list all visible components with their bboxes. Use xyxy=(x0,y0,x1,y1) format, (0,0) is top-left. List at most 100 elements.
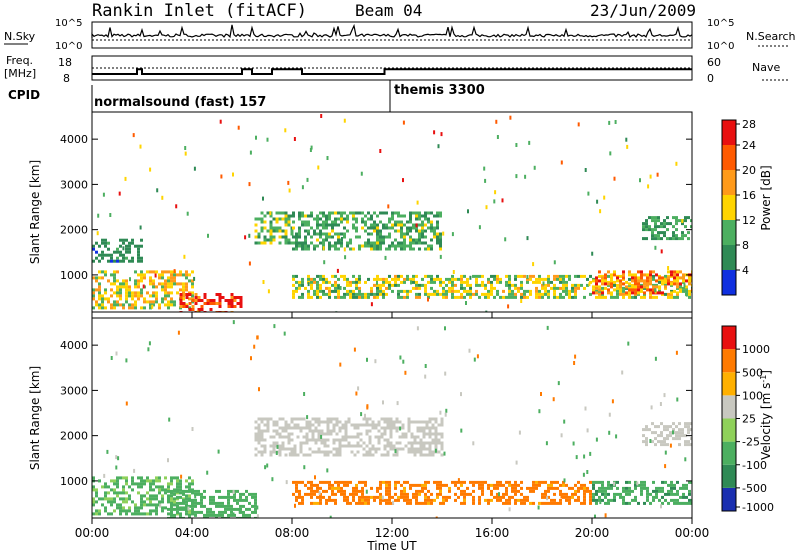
heatmap-cell xyxy=(275,220,279,224)
heatmap-scatter-point xyxy=(310,145,313,150)
heatmap-cell xyxy=(463,289,466,293)
heatmap-cell xyxy=(257,450,261,454)
heatmap-cell xyxy=(472,480,475,484)
heatmap-cell xyxy=(221,513,224,517)
heatmap-cell xyxy=(382,238,385,242)
heatmap-cell xyxy=(358,480,361,484)
heatmap-cell xyxy=(547,280,550,284)
heatmap-cell xyxy=(191,285,194,289)
heatmap-cell xyxy=(227,489,230,493)
heatmap-cell xyxy=(92,512,95,516)
heatmap-cell xyxy=(182,273,185,277)
heatmap-cell xyxy=(314,450,318,454)
heatmap-cell xyxy=(397,214,400,218)
heatmap-scatter-point xyxy=(232,490,235,495)
heatmap-cell xyxy=(637,285,640,289)
heatmap-cell xyxy=(448,486,451,490)
heatmap-cell xyxy=(661,279,664,283)
heatmap-cell xyxy=(514,283,517,287)
heatmap-cell xyxy=(574,274,577,278)
heatmap-cell xyxy=(484,498,487,502)
heatmap-cell xyxy=(487,289,490,293)
heatmap-cell xyxy=(631,285,634,289)
heatmap-cell xyxy=(254,504,257,508)
heatmap-cell xyxy=(392,453,396,457)
heatmap-cell xyxy=(310,501,313,505)
heatmap-cell xyxy=(185,293,189,296)
heatmap-cell xyxy=(422,420,426,424)
heatmap-cell xyxy=(517,489,520,493)
heatmap-cell xyxy=(110,512,113,516)
heatmap-cell xyxy=(320,441,324,445)
heatmap-cell xyxy=(687,431,690,435)
ytick-label: 2000 xyxy=(60,430,88,443)
heatmap-cell xyxy=(511,495,514,499)
heatmap-cell xyxy=(302,441,306,445)
heatmap-cell xyxy=(419,447,423,451)
heatmap-cell xyxy=(660,237,663,241)
heatmap-cell xyxy=(403,280,406,284)
heatmap-cell xyxy=(346,480,349,484)
heatmap-cell xyxy=(661,495,664,499)
heatmap-cell xyxy=(451,292,454,296)
heatmap-cell xyxy=(544,286,547,290)
heatmap-cell xyxy=(565,495,568,499)
heatmap-cell xyxy=(388,501,391,505)
heatmap-cell xyxy=(272,229,276,233)
heatmap-cell xyxy=(340,480,343,484)
heatmap-cell xyxy=(373,498,376,502)
heatmap-cell xyxy=(152,303,155,307)
heatmap-cell xyxy=(643,501,646,505)
heatmap-cell xyxy=(233,507,236,511)
heatmap-cell xyxy=(439,244,442,248)
heatmap-cell xyxy=(298,286,301,290)
heatmap-scatter-point xyxy=(365,489,368,494)
heatmap-cell xyxy=(352,223,355,227)
heatmap-cell xyxy=(475,289,478,293)
heatmap-cell xyxy=(610,276,613,280)
heatmap-cell xyxy=(682,495,685,499)
heatmap-cell xyxy=(194,302,198,305)
heatmap-cell xyxy=(346,277,349,281)
heatmap-cell xyxy=(125,291,128,295)
heatmap-cell xyxy=(322,214,325,218)
heatmap-cell xyxy=(422,426,426,430)
heatmap-scatter-point xyxy=(469,275,472,280)
heatmap-cell xyxy=(269,241,273,245)
heatmap-cell xyxy=(631,279,634,283)
heatmap-cell xyxy=(645,425,648,429)
heatmap-cell xyxy=(343,498,346,502)
heatmap-cell xyxy=(437,438,441,442)
heatmap-scatter-point xyxy=(604,513,607,518)
heatmap-cell xyxy=(292,480,295,484)
heatmap-cell xyxy=(403,247,406,251)
heatmap-cell xyxy=(628,480,631,484)
heatmap-cell xyxy=(389,435,393,439)
heatmap-cell xyxy=(654,225,657,229)
heatmap-cell xyxy=(586,277,589,281)
heatmap-scatter-point xyxy=(611,399,614,404)
heatmap-cell xyxy=(167,512,170,516)
heatmap-cell xyxy=(349,480,352,484)
heatmap-cell xyxy=(663,440,666,444)
heatmap-cell xyxy=(317,447,321,451)
heatmap-scatter-point xyxy=(184,146,187,150)
heatmap-cell xyxy=(395,450,399,454)
heatmap-cell xyxy=(688,292,691,296)
heatmap-cell xyxy=(119,297,122,301)
heatmap-scatter-point xyxy=(608,412,611,417)
heatmap-cell xyxy=(416,450,420,454)
colorbar-tick-label: 4 xyxy=(742,264,749,277)
heatmap-cell xyxy=(679,495,682,499)
heatmap-cell xyxy=(92,259,95,263)
heatmap-cell xyxy=(170,300,173,304)
heatmap-cell xyxy=(122,506,125,510)
heatmap-cell xyxy=(304,238,307,242)
heatmap-cell xyxy=(391,223,394,227)
colorbar-swatch xyxy=(722,441,736,465)
heatmap-cell xyxy=(437,432,441,436)
heatmap-cell xyxy=(379,244,382,248)
heatmap-cell xyxy=(143,276,146,280)
heatmap-scatter-point xyxy=(269,211,272,216)
heatmap-cell xyxy=(170,513,173,517)
